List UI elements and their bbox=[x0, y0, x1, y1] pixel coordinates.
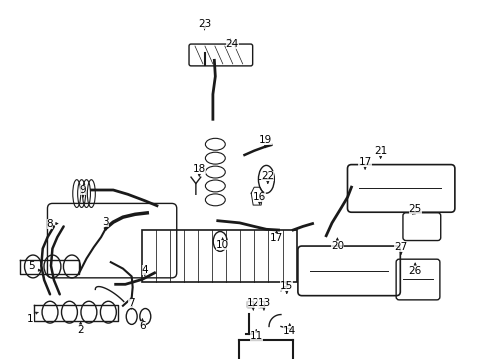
Text: 3: 3 bbox=[102, 217, 109, 227]
Text: 24: 24 bbox=[225, 39, 239, 49]
Text: 6: 6 bbox=[139, 321, 145, 332]
Text: 17: 17 bbox=[358, 157, 371, 167]
Text: 4: 4 bbox=[141, 265, 148, 275]
Text: 13: 13 bbox=[257, 298, 270, 308]
Bar bbox=[142, 230, 296, 282]
Text: 23: 23 bbox=[198, 18, 211, 28]
Text: 9: 9 bbox=[80, 185, 86, 195]
Text: 5: 5 bbox=[28, 261, 35, 271]
Text: 25: 25 bbox=[407, 204, 421, 214]
Text: 8: 8 bbox=[46, 219, 53, 229]
Text: 17: 17 bbox=[269, 233, 283, 243]
Text: 20: 20 bbox=[330, 241, 343, 251]
Text: 1: 1 bbox=[27, 314, 34, 324]
Text: 12: 12 bbox=[246, 298, 259, 308]
Text: 16: 16 bbox=[252, 192, 265, 202]
Text: 21: 21 bbox=[373, 146, 386, 156]
Text: 10: 10 bbox=[216, 240, 229, 250]
Text: 11: 11 bbox=[249, 331, 262, 341]
Text: 22: 22 bbox=[261, 171, 274, 181]
Text: 14: 14 bbox=[283, 327, 296, 337]
Text: 7: 7 bbox=[128, 297, 135, 307]
Text: 18: 18 bbox=[192, 163, 205, 174]
Text: 26: 26 bbox=[407, 266, 421, 276]
Text: 2: 2 bbox=[77, 325, 84, 335]
Text: 27: 27 bbox=[394, 242, 407, 252]
Text: 15: 15 bbox=[280, 282, 293, 292]
Text: 19: 19 bbox=[258, 135, 271, 145]
